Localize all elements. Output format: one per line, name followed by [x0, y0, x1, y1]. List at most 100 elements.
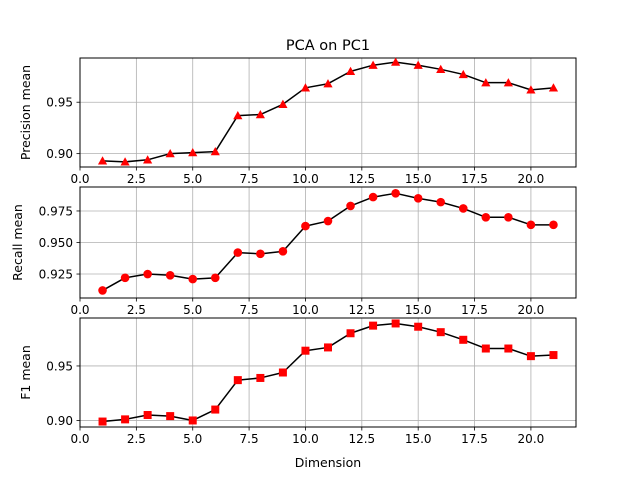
precision-point-marker — [120, 157, 130, 166]
f1-x-tick-label: 0.0 — [70, 432, 89, 446]
f1-point-marker — [526, 352, 535, 361]
recall-x-tick-label: 20.0 — [518, 303, 545, 317]
precision-point-marker — [188, 148, 198, 157]
f1-point-marker — [549, 351, 558, 360]
f1-x-tick-label: 7.5 — [240, 432, 259, 446]
precision-x-tick-label: 15.0 — [405, 172, 432, 186]
precision-point-marker — [210, 146, 220, 156]
recall-point-marker — [98, 286, 107, 295]
f1-x-tick-label: 17.5 — [461, 432, 488, 446]
precision-axes-frame — [79, 57, 577, 168]
f1-point-marker — [211, 405, 220, 414]
f1-point-marker — [481, 344, 490, 353]
f1-point-marker — [459, 335, 468, 344]
f1-point-marker — [301, 346, 310, 355]
precision-x-tick-label: 12.5 — [348, 172, 375, 186]
recall-point-marker — [233, 248, 243, 257]
f1-point-marker — [166, 412, 175, 421]
f1-point-marker — [414, 322, 423, 331]
precision-point-marker — [233, 110, 243, 120]
recall-y-tick-label: 0.925 — [39, 267, 73, 281]
f1-y-tick-label: 0.95 — [46, 359, 73, 373]
precision-x-tick-label: 10.0 — [292, 172, 319, 186]
precision-x-tick-label: 7.5 — [240, 172, 259, 186]
precision-point-marker — [165, 149, 175, 158]
recall-y-axis-label: Recall mean — [10, 204, 25, 281]
precision-point-marker — [323, 79, 333, 88]
precision-point-marker — [255, 109, 265, 119]
f1-point-marker — [391, 319, 400, 328]
f1-point-marker — [346, 329, 355, 338]
recall-point-marker — [504, 212, 513, 222]
precision-y-tick-label: 0.95 — [46, 96, 73, 110]
f1-x-tick-label: 15.0 — [405, 432, 432, 446]
recall-point-marker — [143, 269, 152, 279]
precision-point-marker — [300, 83, 311, 92]
precision-x-tick-label: 2.5 — [127, 172, 146, 186]
f1-x-tick-label: 5.0 — [183, 432, 202, 446]
f1-x-tick-label: 10.0 — [292, 432, 319, 446]
f1-panel: 0.0 2.5 5.0 7.5 10.0 12.5 15.0 17.5 20.0 0.90 0.95… — [18, 317, 577, 446]
recall-point-marker — [188, 274, 198, 284]
recall-panel: 0.0 2.5 5.0 7.5 10.0 12.5 15.0 17.5 20.0 0.925 0.9… — [10, 186, 577, 317]
recall-point-marker — [278, 247, 288, 256]
x-axis-label: Dimension — [295, 455, 361, 470]
recall-x-tick-label: 17.5 — [461, 303, 488, 317]
f1-point-marker — [256, 373, 265, 382]
recall-y-tick-label: 0.975 — [39, 204, 73, 218]
recall-point-marker — [549, 220, 558, 230]
precision-point-marker — [548, 83, 559, 92]
precision-point-marker — [278, 99, 288, 108]
f1-point-marker — [188, 416, 197, 425]
recall-point-marker — [120, 273, 130, 283]
precision-y-tick-label: 0.90 — [46, 147, 73, 161]
recall-point-marker — [413, 194, 423, 203]
precision-point-marker — [143, 155, 153, 164]
recall-x-tick-label: 7.5 — [240, 303, 259, 317]
recall-y-tick-label: 0.950 — [39, 236, 73, 250]
precision-x-tick-label: 20.0 — [518, 172, 545, 186]
recall-x-tick-label: 2.5 — [127, 303, 146, 317]
precision-point-marker — [97, 156, 108, 165]
f1-x-tick-label: 2.5 — [127, 432, 146, 446]
precision-panel: 0.0 2.5 5.0 7.5 10.0 12.5 15.0 17.5 20.0 0.90 0.95… — [18, 57, 577, 186]
precision-point-marker — [526, 85, 536, 94]
recall-x-tick-label: 10.0 — [292, 303, 319, 317]
precision-point-marker — [391, 57, 401, 66]
f1-point-marker — [278, 368, 287, 377]
precision-point-marker — [436, 64, 446, 73]
precision-point-marker — [458, 69, 468, 79]
recall-x-tick-label: 5.0 — [183, 303, 202, 317]
f1-point-marker — [143, 411, 152, 420]
recall-point-marker — [301, 221, 310, 231]
f1-point-marker — [504, 344, 513, 353]
precision-point-marker — [503, 78, 513, 87]
precision-y-axis-label: Precision mean — [18, 65, 33, 160]
recall-point-marker — [526, 220, 536, 230]
f1-y-axis-label: F1 mean — [18, 345, 33, 400]
precision-point-marker — [481, 78, 491, 87]
recall-point-marker — [346, 201, 355, 211]
f1-point-marker — [233, 376, 242, 385]
precision-x-tick-label: 0.0 — [70, 172, 89, 186]
f1-point-marker — [369, 321, 378, 330]
recall-point-marker — [436, 197, 446, 207]
recall-point-marker — [256, 249, 265, 259]
recall-x-tick-label: 12.5 — [348, 303, 375, 317]
f1-point-marker — [121, 415, 130, 424]
recall-point-marker — [368, 192, 378, 202]
recall-point-marker — [323, 216, 333, 226]
f1-axes-frame — [79, 317, 577, 428]
f1-x-tick-label: 20.0 — [518, 432, 545, 446]
f1-point-marker — [324, 343, 332, 352]
precision-point-marker — [345, 66, 356, 76]
precision-point-marker — [368, 60, 378, 69]
recall-point-marker — [165, 270, 175, 280]
recall-x-tick-label: 15.0 — [405, 303, 432, 317]
figure-title: PCA on PC1 — [286, 38, 370, 54]
f1-y-tick-label: 0.90 — [46, 414, 73, 428]
f1-x-tick-label: 12.5 — [348, 432, 375, 446]
f1-point-marker — [436, 328, 445, 337]
